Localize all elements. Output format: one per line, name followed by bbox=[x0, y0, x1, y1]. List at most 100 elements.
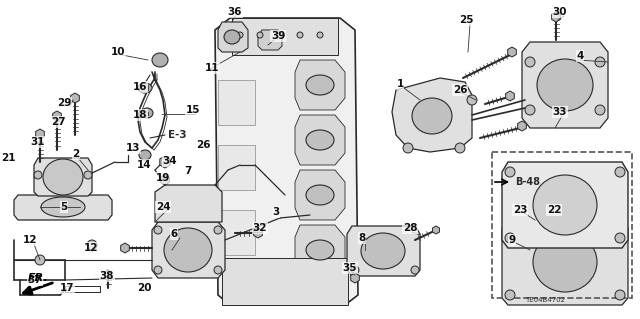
Text: 18: 18 bbox=[132, 110, 147, 120]
Circle shape bbox=[595, 57, 605, 67]
Polygon shape bbox=[152, 222, 225, 278]
Text: 23: 23 bbox=[513, 205, 527, 215]
Polygon shape bbox=[502, 162, 628, 248]
Text: 16: 16 bbox=[132, 82, 147, 92]
Text: 21: 21 bbox=[1, 153, 15, 163]
Text: 24: 24 bbox=[156, 202, 170, 212]
Ellipse shape bbox=[141, 108, 153, 118]
Circle shape bbox=[351, 266, 359, 274]
Polygon shape bbox=[232, 18, 338, 55]
Circle shape bbox=[154, 266, 162, 274]
Circle shape bbox=[214, 266, 222, 274]
Text: 27: 27 bbox=[51, 117, 65, 127]
Polygon shape bbox=[160, 156, 170, 168]
Polygon shape bbox=[14, 195, 112, 220]
Circle shape bbox=[505, 290, 515, 300]
Text: 36: 36 bbox=[228, 7, 243, 17]
Ellipse shape bbox=[224, 30, 240, 44]
Text: 39: 39 bbox=[271, 31, 285, 41]
Circle shape bbox=[84, 171, 92, 179]
Text: 28: 28 bbox=[403, 223, 417, 233]
Polygon shape bbox=[70, 93, 79, 103]
Polygon shape bbox=[502, 218, 628, 305]
Text: 5: 5 bbox=[60, 202, 68, 212]
Polygon shape bbox=[253, 228, 262, 238]
Polygon shape bbox=[121, 243, 129, 253]
Polygon shape bbox=[522, 42, 608, 128]
Polygon shape bbox=[295, 115, 345, 165]
Text: 10: 10 bbox=[111, 47, 125, 57]
Text: 38: 38 bbox=[100, 271, 115, 281]
Polygon shape bbox=[218, 210, 255, 255]
Circle shape bbox=[467, 95, 477, 105]
Circle shape bbox=[237, 32, 243, 38]
Polygon shape bbox=[392, 78, 472, 152]
Polygon shape bbox=[36, 129, 44, 139]
Text: 4: 4 bbox=[576, 51, 584, 61]
Polygon shape bbox=[508, 47, 516, 57]
Text: 33: 33 bbox=[553, 107, 567, 117]
Circle shape bbox=[455, 143, 465, 153]
Text: 30: 30 bbox=[553, 7, 567, 17]
Polygon shape bbox=[552, 12, 561, 22]
Ellipse shape bbox=[41, 197, 85, 217]
Text: 6: 6 bbox=[170, 229, 178, 239]
Text: 26: 26 bbox=[452, 85, 467, 95]
Circle shape bbox=[615, 223, 625, 233]
Polygon shape bbox=[295, 60, 345, 110]
Text: 14: 14 bbox=[137, 160, 151, 170]
Polygon shape bbox=[218, 80, 255, 125]
Text: 22: 22 bbox=[547, 205, 561, 215]
Polygon shape bbox=[258, 30, 282, 50]
Polygon shape bbox=[155, 185, 222, 222]
Text: E-3: E-3 bbox=[168, 130, 187, 140]
Circle shape bbox=[154, 226, 162, 234]
Circle shape bbox=[214, 226, 222, 234]
Ellipse shape bbox=[533, 232, 597, 292]
Ellipse shape bbox=[164, 228, 212, 272]
Polygon shape bbox=[351, 273, 359, 283]
Circle shape bbox=[35, 255, 45, 265]
Circle shape bbox=[505, 233, 515, 243]
Polygon shape bbox=[34, 158, 92, 196]
Text: 35: 35 bbox=[343, 263, 357, 273]
Circle shape bbox=[297, 32, 303, 38]
Circle shape bbox=[615, 167, 625, 177]
Circle shape bbox=[525, 105, 535, 115]
Text: TE04B4702: TE04B4702 bbox=[525, 297, 565, 303]
Circle shape bbox=[615, 233, 625, 243]
Polygon shape bbox=[215, 18, 358, 305]
Text: 1: 1 bbox=[396, 79, 404, 89]
Circle shape bbox=[411, 266, 419, 274]
Circle shape bbox=[505, 167, 515, 177]
Ellipse shape bbox=[537, 59, 593, 111]
Ellipse shape bbox=[306, 75, 334, 95]
Text: FR.: FR. bbox=[28, 273, 49, 283]
Text: 37: 37 bbox=[28, 275, 42, 285]
Polygon shape bbox=[531, 190, 540, 200]
Ellipse shape bbox=[152, 53, 168, 67]
Circle shape bbox=[277, 32, 283, 38]
Polygon shape bbox=[506, 91, 515, 101]
Ellipse shape bbox=[139, 150, 151, 160]
Text: 15: 15 bbox=[186, 105, 200, 115]
Circle shape bbox=[317, 32, 323, 38]
Text: 26: 26 bbox=[196, 140, 211, 150]
Text: 29: 29 bbox=[57, 98, 71, 108]
Circle shape bbox=[34, 171, 42, 179]
Circle shape bbox=[615, 290, 625, 300]
Text: 7: 7 bbox=[184, 166, 192, 176]
Polygon shape bbox=[295, 225, 345, 275]
Text: 8: 8 bbox=[358, 233, 365, 243]
Polygon shape bbox=[218, 145, 255, 190]
Circle shape bbox=[257, 32, 263, 38]
Polygon shape bbox=[561, 190, 570, 200]
Polygon shape bbox=[161, 175, 170, 185]
Text: 34: 34 bbox=[163, 156, 177, 166]
Polygon shape bbox=[218, 22, 248, 52]
Circle shape bbox=[595, 105, 605, 115]
Polygon shape bbox=[433, 226, 440, 234]
Text: 17: 17 bbox=[60, 283, 74, 293]
Text: 2: 2 bbox=[72, 149, 79, 159]
Circle shape bbox=[403, 143, 413, 153]
